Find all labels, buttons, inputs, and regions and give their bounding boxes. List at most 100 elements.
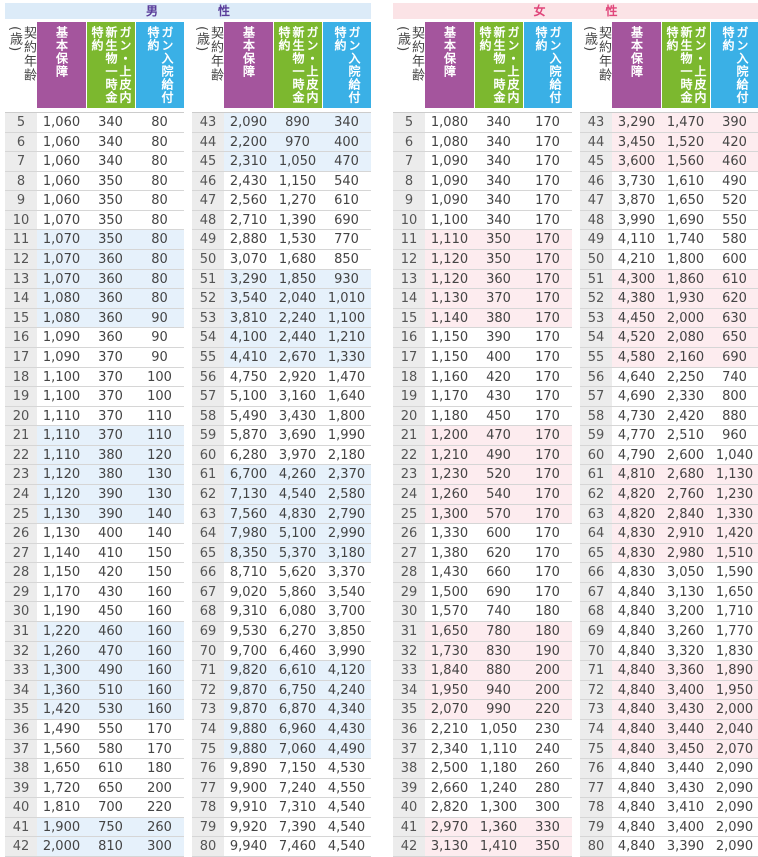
- age-cell: 7: [393, 152, 425, 171]
- table-row: 59 4,770 2,510 960: [580, 426, 758, 446]
- table-row: 33 1,300 490 160: [5, 661, 184, 681]
- base-premium-cell: 3,730: [617, 173, 656, 189]
- cancer-lump-premium-cell: 340: [486, 154, 511, 170]
- table-row: 70 9,700 6,460 3,990: [192, 641, 371, 662]
- age-cell: 53: [580, 308, 612, 328]
- age-cell: 22: [393, 445, 425, 465]
- table-row: 49 2,880 1,530 770: [192, 230, 371, 251]
- table-row: 78 4,840 3,410 2,090: [580, 798, 758, 818]
- base-premium-cell: 5,100: [229, 389, 268, 405]
- base-premium-cell: 1,140: [425, 308, 474, 328]
- header-cancer-lump-sum: ガン・上皮内新生物一時金特約: [273, 22, 322, 108]
- age-cell: 45: [192, 152, 224, 171]
- base-premium-cell: 1,170: [42, 584, 81, 600]
- cancer-lump-premium-cell: 520: [474, 465, 523, 484]
- cancer-hosp-premium-cell: 110: [147, 408, 172, 424]
- age-cell: 34: [5, 680, 37, 700]
- cancer-lump-premium-cell: 2,920: [278, 369, 317, 385]
- column-header-row: 契約年齢(歳) 基本保障 ガン・上皮内新生物一時金特約 ガン入院給付特約: [393, 22, 572, 108]
- age-cell: 46: [580, 171, 612, 191]
- base-premium-cell: 3,290: [224, 269, 273, 289]
- table-row: 64 7,980 5,100 2,990: [192, 524, 371, 544]
- table-row: 57 4,690 2,330 800: [580, 387, 758, 407]
- age-cell: 69: [580, 622, 612, 641]
- table-row: 72 4,840 3,400 1,950: [580, 680, 758, 701]
- cancer-lump-premium-cell: 420: [98, 565, 123, 581]
- base-premium-cell: 1,120: [37, 484, 86, 504]
- age-cell: 34: [393, 680, 425, 700]
- cancer-lump-premium-cell: 410: [98, 545, 123, 561]
- age-cell: 48: [580, 210, 612, 230]
- cancer-hosp-premium-cell: 1,650: [715, 584, 754, 600]
- table-row: 66 4,830 3,050 1,590: [580, 563, 758, 583]
- cancer-hosp-premium-cell: 2,070: [710, 739, 758, 759]
- table-row: 23 1,230 520 170: [393, 465, 572, 485]
- base-premium-cell: 4,790: [617, 447, 656, 463]
- table-row: 73 9,870 6,870 4,340: [192, 700, 371, 720]
- age-cell: 51: [192, 269, 224, 289]
- age-cell: 25: [393, 504, 425, 524]
- base-premium-cell: 1,080: [37, 308, 86, 328]
- cancer-hosp-premium-cell: 620: [710, 289, 758, 308]
- table-row: 32 1,260 470 160: [5, 641, 184, 662]
- table-row: 53 4,450 2,000 630: [580, 308, 758, 329]
- age-cell: 16: [393, 328, 425, 347]
- age-cell: 33: [5, 661, 37, 680]
- header-cancer-lump-label: ガン・上皮内新生物一時金特約: [277, 26, 319, 104]
- cancer-lump-premium-cell: 6,610: [273, 661, 322, 680]
- header-cancer-hospital: ガン入院給付特約: [523, 22, 572, 108]
- age-cell: 24: [5, 484, 37, 504]
- base-premium-cell: 1,190: [42, 604, 81, 620]
- table-row: 44 2,200 970 400: [192, 132, 371, 153]
- base-premium-cell: 9,940: [229, 839, 268, 855]
- table-row: 40 1,810 700 220: [5, 798, 184, 818]
- cancer-lump-premium-cell: 350: [474, 250, 523, 269]
- base-premium-cell: 4,830: [617, 565, 656, 581]
- cancer-hosp-premium-cell: 240: [535, 741, 560, 757]
- cancer-hosp-premium-cell: 2,580: [322, 484, 371, 504]
- title-char: 性: [605, 4, 618, 18]
- age-cell: 30: [393, 602, 425, 622]
- cancer-lump-premium-cell: 890: [273, 113, 322, 132]
- cancer-hosp-premium-cell: 80: [151, 134, 168, 150]
- table-row: 52 4,380 1,930 620: [580, 289, 758, 309]
- age-cell: 41: [5, 817, 37, 837]
- table-row: 27 1,380 620 170: [393, 543, 572, 564]
- base-premium-cell: 4,210: [617, 252, 656, 268]
- base-premium-cell: 1,080: [430, 115, 469, 130]
- age-cell: 56: [580, 367, 612, 387]
- base-premium-cell: 4,690: [617, 389, 656, 405]
- cancer-lump-premium-cell: 650: [98, 780, 123, 796]
- base-premium-cell: 9,870: [224, 700, 273, 719]
- cancer-hosp-premium-cell: 170: [535, 526, 560, 542]
- table-row: 34 1,360 510 160: [5, 680, 184, 701]
- age-cell: 57: [580, 387, 612, 406]
- age-cell: 9: [393, 191, 425, 210]
- header-age: 契約年齢(歳): [580, 22, 612, 108]
- age-cell: 35: [5, 700, 37, 719]
- cancer-hosp-premium-cell: 160: [135, 622, 184, 641]
- base-premium-cell: 3,070: [229, 252, 268, 268]
- table-row: 50 4,210 1,800 600: [580, 250, 758, 270]
- header-age-label: 契約年齢(歳): [194, 26, 223, 82]
- age-cell: 7: [5, 152, 37, 171]
- cancer-hosp-premium-cell: 2,180: [327, 447, 366, 463]
- cancer-lump-premium-cell: 2,250: [666, 369, 705, 385]
- cancer-lump-premium-cell: 1,150: [278, 173, 317, 189]
- base-premium-cell: 1,110: [42, 408, 81, 424]
- cancer-hosp-premium-cell: 390: [710, 113, 758, 132]
- age-cell: 16: [5, 328, 37, 347]
- table-row: 76 4,840 3,440 2,090: [580, 759, 758, 779]
- table-row: 77 4,840 3,430 2,090: [580, 778, 758, 799]
- cancer-lump-premium-cell: 7,150: [278, 761, 317, 777]
- age-cell: 56: [192, 367, 224, 387]
- cancer-hosp-premium-cell: 2,000: [710, 700, 758, 719]
- base-premium-cell: 4,730: [617, 408, 656, 424]
- cancer-lump-premium-cell: 3,050: [666, 565, 705, 581]
- age-cell: 32: [5, 641, 37, 661]
- table-row: 37 2,340 1,110 240: [393, 739, 572, 760]
- cancer-lump-premium-cell: 1,930: [661, 289, 710, 308]
- age-cell: 66: [192, 563, 224, 582]
- cancer-hosp-premium-cell: 2,090: [715, 800, 754, 816]
- table-row: 54 4,520 2,080 650: [580, 328, 758, 348]
